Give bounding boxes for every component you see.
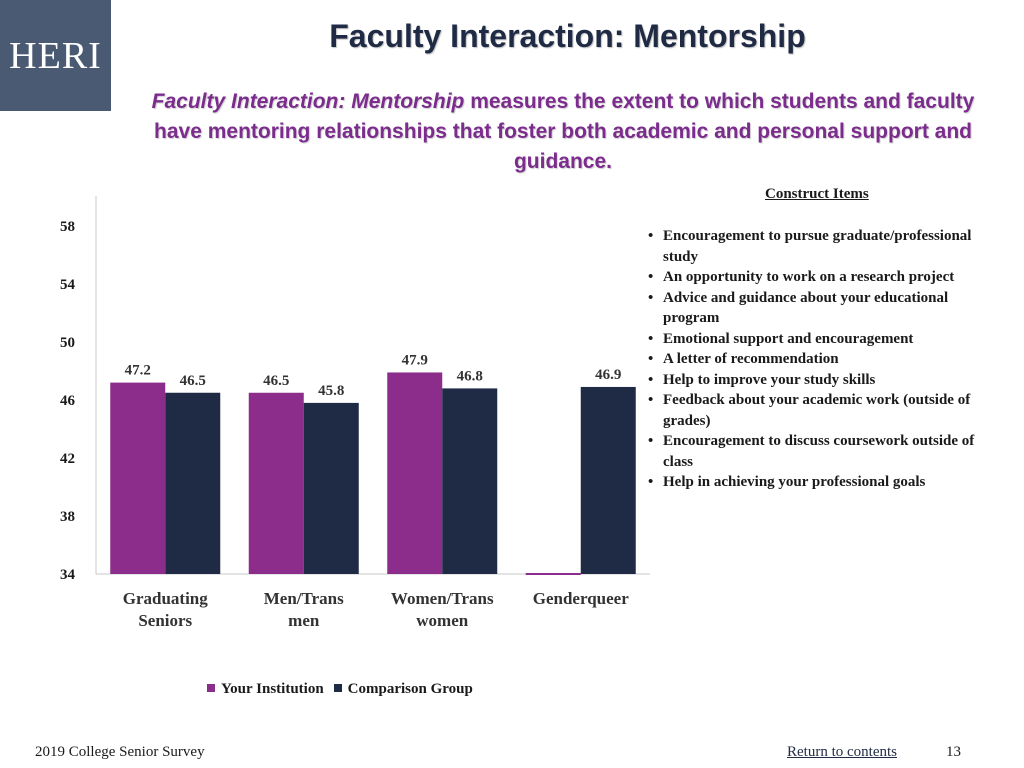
data-label: 45.8 <box>318 383 344 399</box>
legend-swatch-comparison-group <box>333 684 342 692</box>
x-tick-label: Women/Trans <box>391 589 494 608</box>
bar-your-institution <box>110 382 166 574</box>
construct-items-list: • Encouragement to pursue graduate/profes… <box>648 226 1000 493</box>
data-label: 46.5 <box>180 373 206 389</box>
legend-item-comparison-group: Comparison Group <box>333 681 473 698</box>
description-lead: Faculty Interaction: Mentorship <box>151 90 465 113</box>
heri-logo: HERI <box>0 0 111 111</box>
construct-item: • A letter of recommendation <box>648 349 1000 370</box>
legend-swatch-your-institution <box>207 684 215 692</box>
bullet-icon: • <box>648 289 654 306</box>
x-tick-label: Graduating <box>123 589 209 608</box>
data-label: 47.2 <box>125 363 151 379</box>
bullet-icon: • <box>648 433 654 449</box>
bullet-icon: • <box>648 330 654 347</box>
construct-item: • Feedback about your academic work (outs… <box>648 392 971 429</box>
construct-item: • Encouragement to pursue graduate/profes… <box>648 228 972 265</box>
construct-item: • Advice and guidance about your educatio… <box>648 289 949 327</box>
construct-description: Faculty Interaction: Mentorship measures… <box>130 87 996 177</box>
y-tick-label: 42 <box>60 451 75 467</box>
construct-item: • Emotional support and encouragement <box>648 329 1000 350</box>
bar-comparison-group <box>165 392 221 574</box>
description-rest: measures the extent to which students an… <box>154 90 975 173</box>
legend-item-your-institution: Your Institution <box>207 681 324 698</box>
bullet-icon: • <box>648 371 654 388</box>
x-tick-label: Genderqueer <box>533 589 629 608</box>
bar-chart: 34 38 42 46 50 54 58 47.2 46.5 Graduating Seniors 4… <box>60 196 650 630</box>
construct-item: • Help to improve your study skills <box>648 370 1000 391</box>
chart-legend: Your Institution Comparison Group <box>207 681 473 698</box>
bar-comparison-group <box>580 386 636 574</box>
construct-items-heading: Construct Items <box>765 186 869 202</box>
data-label: 46.9 <box>595 367 621 383</box>
return-to-contents-link[interactable]: Return to contents <box>787 744 897 760</box>
x-tick-label: Men/Trans <box>264 589 344 608</box>
slide-title: Faculty Interaction: Mentorship <box>329 18 806 54</box>
construct-item: • An opportunity to work on a research pr… <box>648 267 1000 288</box>
y-tick-label: 54 <box>60 277 76 293</box>
y-tick-label: 58 <box>60 219 75 235</box>
x-tick-label: women <box>416 611 468 630</box>
bar-comparison-group <box>442 388 498 574</box>
data-label: 46.5 <box>263 373 289 389</box>
bar-comparison-group <box>303 402 359 574</box>
data-label: 46.8 <box>457 368 483 384</box>
y-tick-label: 46 <box>60 393 76 409</box>
bullet-icon: • <box>648 392 654 408</box>
y-tick-label: 34 <box>60 567 76 583</box>
bar-your-institution <box>387 372 443 574</box>
y-tick-label: 50 <box>60 335 75 351</box>
y-tick-label: 38 <box>60 509 75 525</box>
x-tick-label: Seniors <box>138 611 192 630</box>
survey-name: 2019 College Senior Survey <box>35 744 205 760</box>
construct-item: • Encouragement to discuss coursework out… <box>648 433 975 470</box>
page-number: 13 <box>946 744 961 760</box>
bullet-icon: • <box>648 474 654 490</box>
construct-item: • Help in achieving your professional goa… <box>648 472 1000 493</box>
bar-your-institution <box>248 392 304 574</box>
data-label: 47.9 <box>402 352 428 368</box>
bullet-icon: • <box>648 269 654 285</box>
bullet-icon: • <box>648 228 654 244</box>
x-tick-label: men <box>288 611 320 630</box>
bullet-icon: • <box>648 351 654 367</box>
